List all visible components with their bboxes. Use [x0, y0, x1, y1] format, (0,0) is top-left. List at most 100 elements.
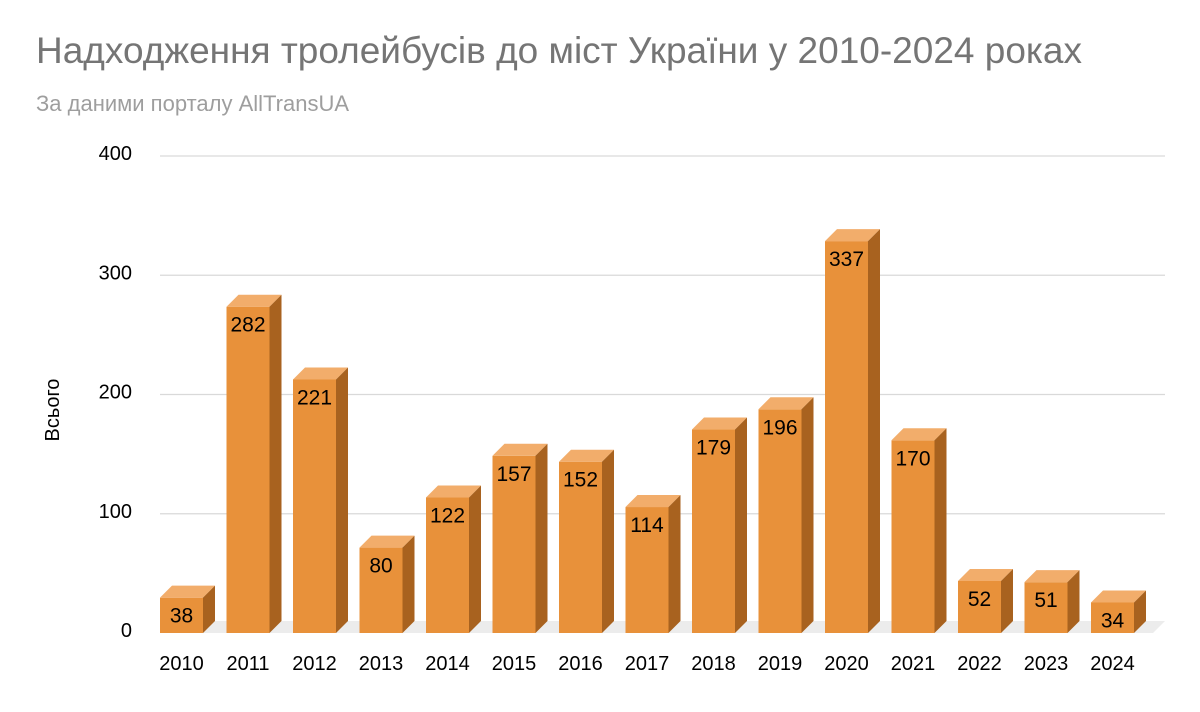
bar-2013: 80	[359, 535, 415, 633]
bar-top	[625, 495, 681, 508]
bar-front	[1024, 582, 1068, 633]
x-tick-label: 2013	[359, 653, 404, 675]
bar-top	[1091, 590, 1146, 603]
bar-front	[559, 461, 602, 633]
y-tick-label: 400	[99, 143, 132, 165]
bar-front	[293, 379, 336, 633]
bar-side	[934, 428, 947, 633]
bar-top	[958, 568, 1013, 581]
x-tick-label: 2010	[159, 653, 204, 675]
x-tick-label: 2011	[226, 653, 269, 675]
bar-2018: 179	[692, 417, 747, 633]
bar-side	[735, 417, 747, 633]
bar-front	[958, 580, 1001, 633]
bar-side	[535, 443, 548, 633]
bar-front	[625, 507, 669, 633]
bar-2015: 157	[492, 443, 548, 633]
bar-side	[269, 294, 282, 633]
y-tick-label: 100	[99, 501, 132, 523]
data-label: 170	[895, 447, 930, 470]
chart-subtitle: За даними порталу AllTransUA	[36, 91, 350, 116]
x-axis-ticks: 2010 2011 2012 2013 2014 2015 2016 2017 2018 2019…	[159, 653, 1135, 675]
bar-2010: 38	[160, 585, 215, 633]
y-tick-label: 0	[121, 620, 132, 642]
bar-side	[668, 495, 681, 633]
bar-2021: 170	[891, 428, 947, 633]
bar-front	[692, 429, 735, 633]
x-tick-label: 2012	[292, 653, 337, 675]
x-tick-label: 2024	[1090, 653, 1135, 675]
y-axis-title: Всього	[42, 379, 64, 442]
bar-top	[426, 485, 481, 498]
x-tick-label: 2019	[758, 653, 803, 675]
x-tick-label: 2014	[425, 653, 470, 675]
bar-top	[359, 535, 415, 548]
y-tick-label: 300	[99, 262, 132, 284]
data-label: 52	[968, 588, 991, 611]
data-label: 337	[829, 248, 864, 271]
bar-2012: 221	[293, 367, 348, 633]
x-tick-label: 2018	[691, 653, 736, 675]
bar-2017: 114	[625, 495, 681, 633]
bar-2023: 51	[1024, 570, 1080, 633]
bar-side	[868, 229, 880, 633]
x-tick-label: 2017	[625, 653, 670, 675]
bar-top	[492, 443, 548, 456]
x-tick-label: 2016	[558, 653, 603, 675]
bar-side	[203, 585, 215, 633]
x-tick-label: 2021	[891, 653, 936, 675]
bar-2011: 282	[226, 294, 282, 633]
bar-front	[226, 306, 270, 633]
data-label: 80	[369, 555, 392, 578]
data-label: 34	[1101, 609, 1125, 632]
bar-2022: 52	[958, 568, 1013, 633]
bar-2016: 152	[559, 449, 614, 633]
data-label: 282	[230, 314, 265, 337]
bar-2020: 337	[825, 229, 880, 633]
bar-top	[1024, 570, 1080, 583]
y-tick-label: 200	[99, 382, 132, 404]
bar-front	[359, 547, 403, 633]
data-label: 152	[563, 469, 598, 492]
bar-front	[758, 409, 802, 633]
y-axis-ticks: 0 100 200 300 400	[99, 143, 132, 642]
bar-front	[160, 597, 203, 633]
data-label: 179	[696, 437, 731, 460]
data-label: 196	[762, 416, 797, 439]
data-label: 38	[170, 605, 193, 628]
bar-2024: 34	[1091, 590, 1146, 633]
bar-side	[1134, 590, 1146, 633]
bar-top	[758, 397, 814, 410]
bar-front	[426, 497, 469, 633]
x-tick-label: 2022	[957, 653, 1002, 675]
bar-front	[825, 241, 868, 633]
bars: 38 282 221 80 122 157 152 114 179 196 337 170 52 51 34	[160, 229, 1146, 633]
bar-side	[469, 485, 481, 633]
bar-top	[559, 449, 614, 462]
data-label: 114	[630, 514, 664, 537]
bar-2014: 122	[426, 485, 481, 633]
data-label: 221	[297, 386, 332, 409]
bar-top	[891, 428, 947, 441]
bar-front	[492, 455, 536, 633]
bar-top	[160, 585, 215, 598]
data-label: 51	[1034, 589, 1057, 612]
x-tick-label: 2020	[824, 653, 869, 675]
bar-top	[293, 367, 348, 380]
bar-top	[226, 294, 282, 307]
data-label: 122	[430, 505, 465, 528]
x-tick-label: 2023	[1024, 653, 1069, 675]
bar-side	[602, 449, 614, 633]
bar-front	[1091, 602, 1134, 633]
bar-side	[1067, 570, 1080, 633]
bar-top	[825, 229, 880, 242]
bar-side	[1001, 568, 1013, 633]
bar-side	[801, 397, 814, 633]
chart-title: Надходження тролейбусів до міст України …	[36, 30, 1082, 71]
data-label: 157	[496, 463, 531, 486]
bar-top	[692, 417, 747, 430]
bar-side	[336, 367, 348, 633]
bar-2019: 196	[758, 397, 814, 633]
bar-side	[402, 535, 415, 633]
